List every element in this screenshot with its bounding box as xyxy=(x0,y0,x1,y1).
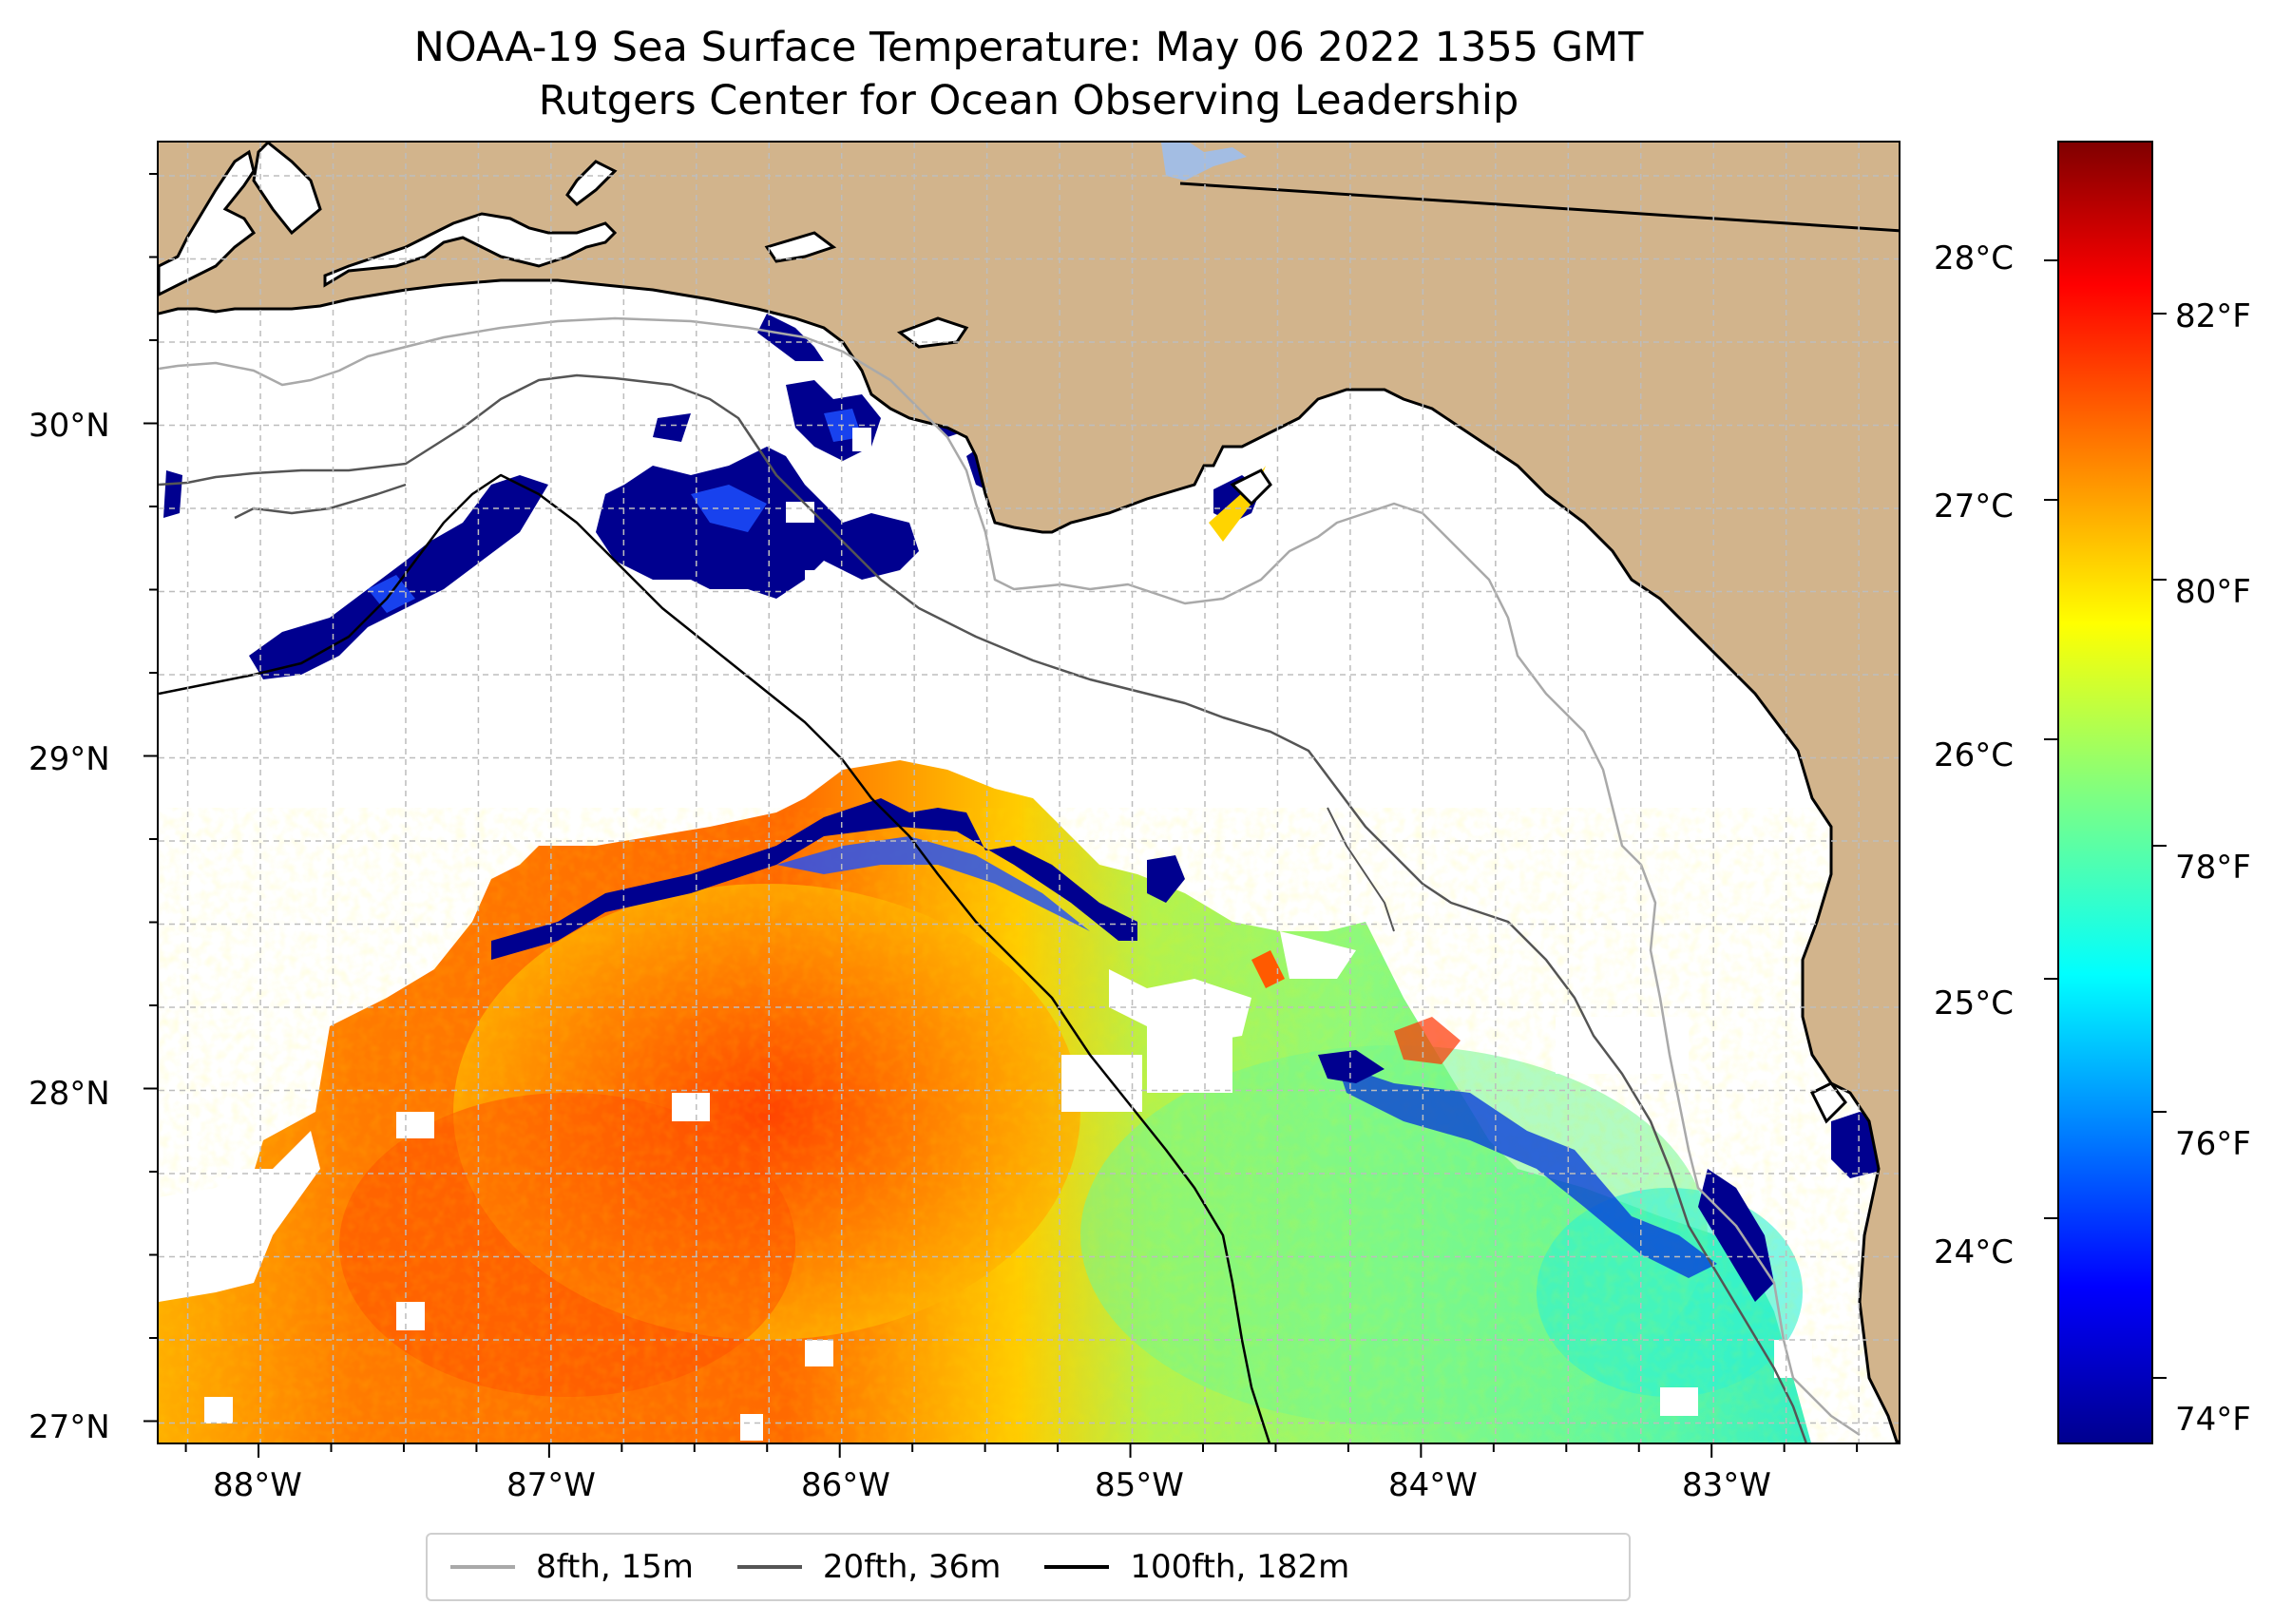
state-border xyxy=(1179,182,1899,233)
lon-label-84: 84°W xyxy=(1388,1466,1478,1504)
colorbar xyxy=(2057,141,2153,1444)
legend: 8fth, 15m 20fth, 36m 100fth, 182m xyxy=(426,1533,1631,1601)
cbar-f-80: 80°F xyxy=(2175,573,2251,611)
cbar-c-28: 28°C xyxy=(1934,239,2015,277)
lon-label-87: 87°W xyxy=(506,1466,596,1504)
title-line-2: Rutgers Center for Ocean Observing Leade… xyxy=(538,77,1519,124)
cbar-c-24: 24°C xyxy=(1934,1233,2015,1271)
lon-label-85: 85°W xyxy=(1095,1466,1184,1504)
lon-label-83: 83°W xyxy=(1682,1466,1771,1504)
lon-label-88: 88°W xyxy=(213,1466,302,1504)
sst-map[interactable] xyxy=(157,141,1900,1444)
lon-label-86: 86°W xyxy=(801,1466,890,1504)
cbar-c-27: 27°C xyxy=(1934,487,2015,525)
title-line-1: NOAA-19 Sea Surface Temperature: May 06 … xyxy=(413,24,1644,71)
contour-100fth xyxy=(159,473,1271,1442)
lake xyxy=(1161,143,1247,181)
bathymetry-contours xyxy=(159,316,1861,1442)
cbar-c-26: 26°C xyxy=(1934,736,2015,774)
legend-label-100fth: 100fth, 182m xyxy=(1130,1548,1350,1586)
lat-label-28: 28°N xyxy=(29,1075,110,1113)
legend-swatch-20fth xyxy=(736,1565,802,1569)
cbar-f-82: 82°F xyxy=(2175,297,2251,335)
legend-item-20fth: 20fth, 36m xyxy=(736,1548,1002,1586)
chart-title: NOAA-19 Sea Surface Temperature: May 06 … xyxy=(157,21,1900,127)
contour-8fth xyxy=(159,316,1861,1437)
legend-item-100fth: 100fth, 182m xyxy=(1044,1548,1349,1586)
lat-label-30: 30°N xyxy=(29,407,110,445)
lat-label-29: 29°N xyxy=(29,740,110,778)
lat-label-27: 27°N xyxy=(29,1408,110,1446)
legend-swatch-8fth xyxy=(450,1565,515,1569)
cbar-f-76: 76°F xyxy=(2175,1125,2251,1163)
sst-field-south xyxy=(159,760,1899,1442)
cbar-f-78: 78°F xyxy=(2175,849,2251,887)
map-canvas xyxy=(159,143,1899,1442)
gridlines xyxy=(159,143,1899,1442)
cbar-c-25: 25°C xyxy=(1934,984,2015,1022)
contour-20fth xyxy=(159,373,1807,1442)
cbar-f-74: 74°F xyxy=(2175,1401,2251,1439)
legend-swatch-100fth xyxy=(1044,1565,1110,1569)
legend-label-20fth: 20fth, 36m xyxy=(822,1548,1002,1586)
legend-label-8fth: 8fth, 15m xyxy=(536,1548,694,1586)
legend-item-8fth: 8fth, 15m xyxy=(450,1548,694,1586)
